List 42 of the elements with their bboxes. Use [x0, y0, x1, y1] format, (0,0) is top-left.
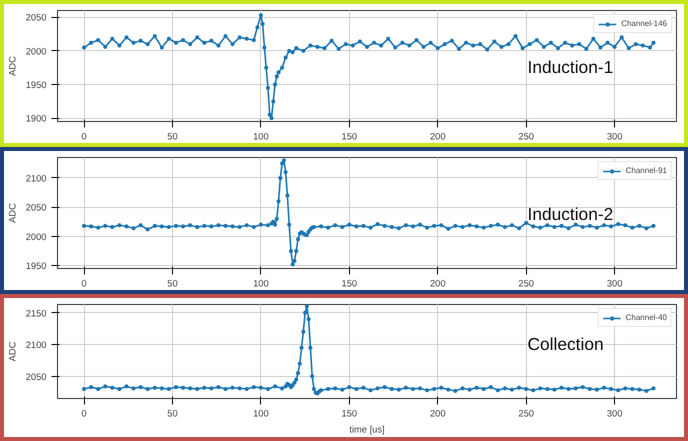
y-tick-label: 2050: [26, 372, 47, 382]
x-tick-label: 100: [253, 408, 269, 418]
x-tick-label: 250: [518, 132, 534, 142]
x-tick-label: 50: [167, 132, 178, 142]
x-tick-label: 200: [430, 408, 446, 418]
x-tick-label: 300: [606, 278, 622, 288]
x-tick-label: 200: [430, 278, 446, 288]
y-axis-title: ADC: [8, 202, 18, 223]
annotation: Collection: [528, 334, 604, 354]
x-tick-label: 150: [342, 408, 358, 418]
x-tick-label: 100: [253, 132, 269, 142]
legend-label: Channel-146: [621, 19, 667, 28]
x-tick-label: 250: [518, 408, 534, 418]
y-tick-label: 2150: [26, 308, 47, 318]
y-axis-title: ADC: [8, 341, 18, 362]
x-tick-label: 0: [81, 278, 87, 288]
x-tick-label: 300: [606, 408, 622, 418]
y-tick-label: 1950: [26, 80, 47, 90]
y-tick-label: 2000: [26, 232, 47, 242]
y-tick-label: 2100: [26, 173, 47, 184]
y-tick-label: 2100: [26, 340, 47, 350]
y-tick-label: 2050: [26, 12, 47, 23]
y-tick-label: 1950: [26, 261, 47, 272]
y-axis-title: ADC: [8, 56, 18, 76]
x-tick-label: 150: [342, 278, 358, 288]
x-tick-label: 0: [81, 408, 87, 418]
x-tick-label: 300: [606, 132, 622, 142]
x-tick-label: 100: [253, 278, 269, 288]
x-tick-label: 250: [518, 278, 534, 288]
legend-label: Channel-91: [626, 166, 667, 175]
x-tick-label: 200: [430, 132, 446, 142]
x-tick-label: 50: [167, 408, 178, 418]
legend-label: Channel-40: [626, 313, 667, 322]
x-tick-label: 0: [81, 132, 87, 142]
x-tick-label: 50: [167, 278, 178, 288]
y-tick-label: 2050: [26, 202, 47, 213]
x-tick-label: 150: [342, 132, 358, 142]
x-axis-title: time [us]: [349, 424, 385, 434]
y-tick-label: 2000: [26, 46, 47, 56]
annotation: Induction-2: [528, 204, 614, 224]
y-tick-label: 1900: [26, 114, 47, 124]
annotation: Induction-1: [528, 57, 614, 78]
